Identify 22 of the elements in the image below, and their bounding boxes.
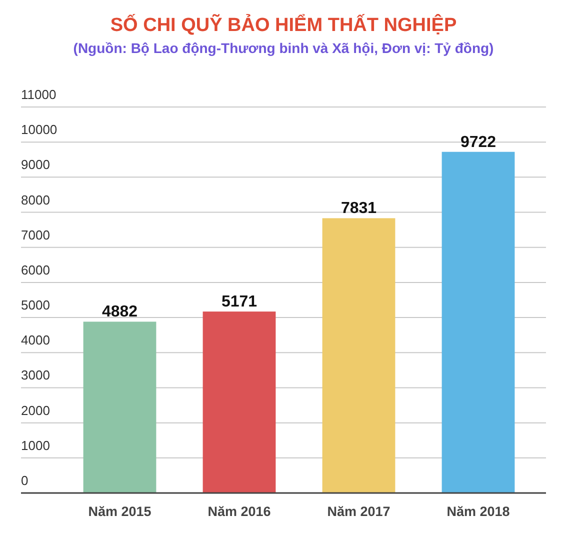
x-tick-label: Năm 2016 bbox=[208, 504, 272, 519]
x-tick-label: Năm 2018 bbox=[446, 504, 510, 519]
y-tick-label: 0 bbox=[21, 473, 28, 488]
x-tick-label: Năm 2015 bbox=[88, 504, 152, 519]
data-label: 4882 bbox=[102, 304, 138, 321]
y-tick-label: 1000 bbox=[21, 438, 50, 453]
x-tick-label: Năm 2017 bbox=[327, 504, 390, 519]
y-tick-label: 4000 bbox=[21, 332, 50, 348]
chart-title: SỐ CHI QUỸ BẢO HIỂM THẤT NGHIỆP bbox=[110, 13, 457, 36]
y-tick-label: 10000 bbox=[21, 122, 58, 138]
chart-subtitle: (Nguồn: Bộ Lao động-Thương binh và Xã hội, Đơn vị: Tỷ đồng) bbox=[73, 40, 494, 56]
y-tick-label: 3000 bbox=[21, 368, 50, 383]
y-tick-label: 2000 bbox=[21, 402, 50, 418]
data-label: 5171 bbox=[221, 294, 258, 311]
y-tick-label: 5000 bbox=[21, 298, 50, 313]
y-tick-label: 11000 bbox=[21, 87, 56, 102]
y-tick-label: 6000 bbox=[21, 262, 50, 278]
y-tick-label: 9000 bbox=[21, 157, 50, 172]
data-label: 7831 bbox=[340, 200, 377, 218]
y-tick-label: 8000 bbox=[21, 192, 50, 208]
data-label: 9722 bbox=[460, 134, 496, 151]
y-tick-label: 7000 bbox=[21, 227, 50, 242]
